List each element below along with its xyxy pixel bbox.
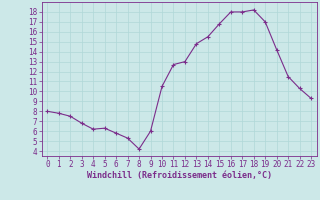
- X-axis label: Windchill (Refroidissement éolien,°C): Windchill (Refroidissement éolien,°C): [87, 171, 272, 180]
